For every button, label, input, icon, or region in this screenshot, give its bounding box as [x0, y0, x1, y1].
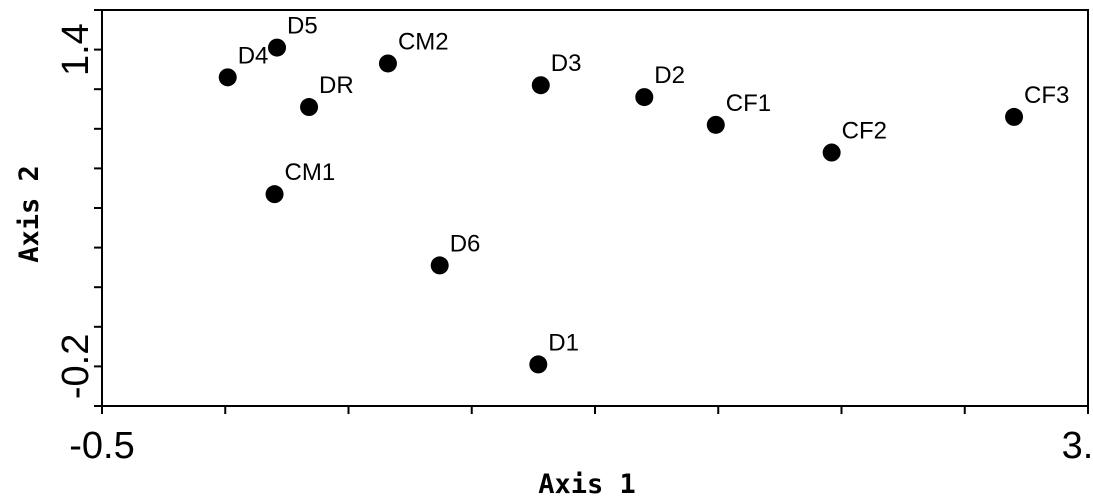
x-axis-tick-labels: -0.5 3.5 — [69, 425, 1093, 467]
data-point-label: CF2 — [842, 118, 887, 145]
y-axis-ticks — [94, 9, 102, 407]
data-point-label: CM2 — [398, 28, 449, 55]
data-point — [531, 76, 550, 95]
data-point — [218, 68, 237, 87]
x-tick-label: 3.5 — [1062, 425, 1093, 467]
data-point-label: D4 — [238, 42, 269, 69]
data-point-label: CF3 — [1024, 82, 1069, 109]
x-tick-label: -0.5 — [69, 425, 134, 467]
x-axis-title: Axis 1 — [538, 469, 636, 500]
data-point-label: D5 — [287, 13, 318, 40]
data-point — [268, 38, 287, 57]
data-point-label: CF1 — [726, 90, 771, 117]
data-point-label: DR — [319, 72, 354, 99]
data-point — [300, 98, 319, 117]
data-point — [265, 185, 284, 204]
y-tick-label: 1.4 — [55, 23, 97, 76]
data-point-label: D1 — [548, 329, 579, 356]
data-point-label: CM1 — [285, 159, 336, 186]
data-point — [378, 54, 397, 73]
data-points: D4 D5 CM2 DR D3 D2 CF1 CF2 CF3 CM1 D6 D1 — [218, 13, 1069, 374]
data-point — [430, 256, 449, 275]
data-point-label: D3 — [551, 50, 582, 77]
x-axis-ticks — [101, 406, 1089, 414]
data-point — [822, 143, 841, 162]
data-point — [529, 355, 548, 374]
data-point — [635, 88, 654, 107]
y-tick-label: -0.2 — [55, 334, 97, 399]
y-axis-tick-labels: 1.4 -0.2 — [55, 23, 97, 399]
data-point — [1005, 107, 1024, 126]
data-point-label: D2 — [654, 62, 685, 89]
y-axis-title: Axis 2 — [14, 165, 45, 263]
data-point-label: D6 — [450, 230, 481, 257]
plot-frame — [101, 9, 1089, 407]
data-point — [706, 115, 725, 134]
